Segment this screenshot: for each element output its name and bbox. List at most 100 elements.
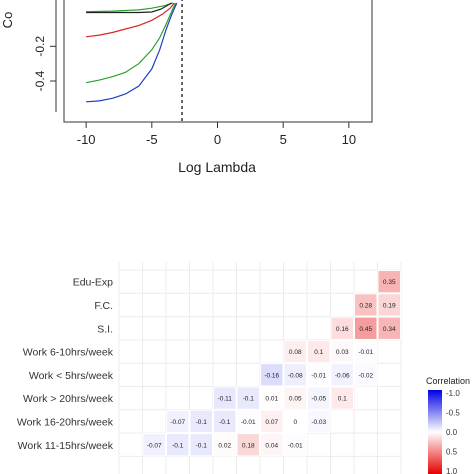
legend-tick-label: -1.0 (446, 389, 460, 398)
y-tick-label: -0.2 (33, 36, 47, 57)
legend-tick-label: -0.5 (446, 409, 460, 418)
row-label: Edu-Exp (73, 277, 113, 289)
cell-value-label: 0.35 (383, 279, 396, 286)
cell-value-label: -0.08 (288, 372, 303, 379)
heatmap-cell (213, 409, 237, 434)
x-tick-label: 0 (214, 132, 221, 147)
row-label: Work < 5hrs/week (29, 370, 114, 382)
coefficient-path-3 (86, 2, 175, 38)
cell-value-label: 0.07 (265, 419, 278, 426)
heatmap-cell (330, 339, 354, 364)
cell-value-label: 0.1 (338, 396, 347, 403)
coefficient-path-2 (86, 2, 172, 14)
coefficient-paths (85, 2, 178, 103)
heatmap-cell (189, 409, 213, 434)
row-label: F.C. (94, 300, 113, 312)
row-label: Work 6-10hrs/week (23, 347, 114, 359)
cell-value-label: -0.05 (311, 396, 326, 403)
legend-colorbar (428, 390, 442, 474)
row-label: Work 11-15hrs/week (18, 440, 114, 452)
correlation-heatmap: Edu-Exp F.C. S.I. Work 6-10hrs/week Work < 5… (17, 262, 470, 474)
heatmap-cell (142, 433, 166, 457)
heatmap-cell (354, 363, 378, 387)
heatmap-cell (236, 386, 260, 410)
coefficient-path-5 (86, 2, 178, 103)
y-axis-title: Co (0, 12, 15, 29)
heatmap-cell (330, 386, 354, 410)
heatmap-cell (307, 339, 331, 364)
cell-value-label: 0.02 (218, 442, 231, 449)
x-ticks: -10 -5 0 5 10 (77, 122, 356, 147)
coefficient-path-1 (86, 2, 173, 13)
heatmap-cell (354, 339, 378, 364)
x-axis-title: Log Lambda (178, 159, 256, 175)
heatmap-cell (166, 433, 190, 457)
heatmap-cell (307, 409, 331, 434)
heatmap-cell (330, 363, 354, 387)
coefficient-path-4 (85, 2, 177, 84)
cell-value-label: 0.34 (383, 326, 396, 333)
heatmap-cell (283, 409, 307, 434)
heatmap-cell (330, 316, 354, 340)
row-label: Work > 20hrs/week (23, 393, 114, 405)
row-label: S.I. (97, 323, 113, 335)
cell-value-label: -0.1 (196, 442, 208, 449)
cell-value-label: 0.08 (289, 349, 302, 356)
cell-value-label: 0.1 (314, 349, 323, 356)
heatmap-cells: 0.35 0.28 0.19 0.16 0.45 0.34 0.08 0.1 0.03 -0.01… (142, 270, 401, 457)
row-label: Work 16-20hrs/week (17, 416, 114, 428)
legend-tick-label: 1.0 (446, 467, 458, 474)
cell-value-label: -0.1 (219, 419, 231, 426)
cell-value-label: 0.04 (265, 442, 278, 449)
lasso-coefficient-plot: -10 -5 0 5 10 Log Lambda -0.2 -0.4 Co (0, 0, 373, 175)
heatmap-cell (260, 386, 284, 410)
cell-value-label: 0.05 (289, 396, 302, 403)
heatmap-cell (307, 386, 331, 410)
cell-value-label: 0.16 (336, 326, 349, 333)
cell-value-label: -0.03 (311, 419, 326, 426)
plot-frame (63, 0, 373, 123)
cell-value-label: 0 (293, 419, 297, 426)
x-tick-label: 10 (342, 132, 356, 147)
cell-value-label: -0.1 (172, 442, 184, 449)
heatmap-cell (283, 363, 307, 387)
cell-value-label: 0.19 (383, 302, 396, 309)
cell-value-label: -0.1 (196, 419, 208, 426)
cell-value-label: -0.07 (147, 442, 162, 449)
heatmap-cell (236, 433, 260, 457)
cell-value-label: -0.01 (241, 419, 256, 426)
cell-value-label: 0.45 (359, 326, 372, 333)
x-tick-label: 5 (280, 132, 287, 147)
heatmap-cell (260, 433, 284, 457)
heatmap-cell (283, 433, 307, 457)
correlation-legend: Correlation -1.0 -0.5 0.0 0.5 1.0 (426, 376, 470, 474)
heatmap-cell (283, 386, 307, 410)
cell-value-label: 0.01 (265, 396, 278, 403)
x-tick-label: -5 (146, 132, 158, 147)
cell-value-label: -0.1 (243, 396, 255, 403)
legend-title: Correlation (426, 376, 470, 386)
heatmap-cell (260, 409, 284, 434)
cell-value-label: 0.18 (242, 442, 255, 449)
heatmap-cell (213, 386, 237, 410)
cell-value-label: -0.01 (358, 349, 373, 356)
heatmap-cell (213, 433, 237, 457)
cell-value-label: -0.11 (218, 396, 233, 403)
cell-value-label: -0.01 (311, 372, 326, 379)
cell-value-label: -0.07 (170, 419, 185, 426)
cell-value-label: -0.02 (358, 372, 373, 379)
y-tick-label: -0.4 (33, 70, 47, 91)
heatmap-cell (189, 433, 213, 457)
cell-value-label: -0.16 (264, 372, 279, 379)
cell-value-label: -0.06 (335, 372, 350, 379)
heatmap-cell (166, 409, 190, 434)
heatmap-cell (307, 363, 331, 387)
y-axis: -0.2 -0.4 Co (0, 0, 57, 112)
heatmap-cell (377, 316, 401, 340)
x-axis: -10 -5 0 5 10 Log Lambda (73, 121, 362, 175)
cell-value-label: -0.01 (288, 442, 303, 449)
heatmap-cell (377, 270, 401, 294)
heatmap-cell (283, 339, 307, 364)
cell-value-label: 0.03 (336, 349, 349, 356)
heatmap-cell (236, 409, 260, 434)
